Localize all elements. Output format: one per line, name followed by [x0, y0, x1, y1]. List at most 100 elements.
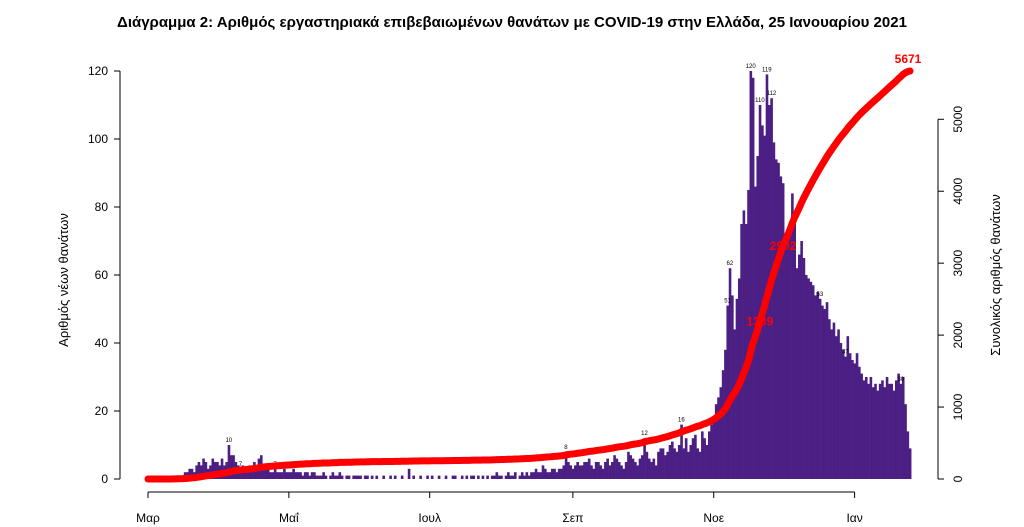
bar [749, 71, 753, 479]
bar [624, 462, 628, 479]
bar [211, 458, 215, 479]
x-axis-tick-label: Σεπ [562, 511, 583, 525]
right-axis-tick-label: 2000 [951, 321, 965, 348]
bar [382, 475, 385, 479]
bar [858, 366, 861, 479]
bar [331, 472, 335, 479]
right-axis-tick-label: 1000 [951, 393, 965, 420]
bar [246, 472, 249, 479]
bar [712, 421, 716, 479]
bar [610, 462, 614, 479]
bar [523, 475, 526, 479]
bar [798, 254, 801, 479]
bar [881, 380, 884, 479]
bar [717, 397, 720, 479]
bar [530, 472, 533, 479]
bar [571, 468, 575, 479]
bar [352, 475, 355, 479]
bar [804, 275, 808, 479]
left-y-axis: 0 20 40 60 80 100 120 [88, 64, 121, 486]
bar [460, 475, 464, 479]
bar [740, 224, 743, 479]
bar [867, 383, 870, 479]
bar [280, 472, 284, 479]
right-axis-tick-label: 4000 [951, 178, 965, 205]
bar [232, 455, 235, 479]
bar-value-label: 16 [678, 418, 685, 424]
bar [724, 349, 727, 479]
bar [675, 451, 679, 479]
bar [908, 448, 912, 479]
bar [811, 285, 815, 479]
bar [481, 475, 485, 479]
bar [643, 438, 646, 479]
bar [696, 448, 700, 479]
bar [834, 336, 838, 479]
bar [576, 462, 579, 479]
bar [899, 383, 903, 479]
x-axis-tick-label: Μαρ [136, 511, 160, 525]
bar [534, 468, 538, 479]
bar [574, 465, 577, 479]
bar [500, 475, 503, 479]
bar [569, 465, 573, 479]
bar [864, 377, 868, 479]
bar [560, 468, 563, 479]
cumulative-deaths-line [144, 67, 914, 483]
bar [472, 475, 476, 479]
bar [592, 468, 596, 479]
bar-value-label: 119 [762, 67, 772, 73]
bar [809, 281, 813, 479]
bar [906, 431, 910, 479]
bar [747, 190, 750, 479]
bar [580, 465, 584, 479]
cumulative-value-labels: 1389 2902 5671 [747, 52, 922, 328]
bar [276, 472, 279, 479]
bar [878, 383, 882, 479]
bar [366, 475, 369, 479]
bar [793, 220, 796, 479]
bar [310, 472, 314, 479]
bar [197, 462, 201, 479]
bar [322, 472, 325, 479]
bar [444, 475, 448, 479]
bar [613, 455, 616, 479]
bar [541, 465, 545, 479]
bar [650, 462, 653, 479]
bar [788, 224, 792, 479]
bar [821, 305, 824, 479]
left-axis-tick-label: 0 [101, 472, 108, 486]
bar [714, 404, 718, 479]
bar [548, 472, 552, 479]
bar [682, 448, 686, 479]
bar [631, 458, 635, 479]
bar [726, 305, 730, 479]
bar [292, 468, 295, 479]
bar [511, 475, 515, 479]
bar [781, 183, 785, 479]
bar [354, 475, 358, 479]
cumulative-line [144, 67, 914, 483]
bar [719, 387, 723, 479]
bar [839, 343, 843, 479]
bar [765, 74, 769, 480]
bar [703, 438, 706, 479]
bar [520, 472, 524, 479]
left-axis-tick-label: 100 [88, 132, 108, 146]
x-axis-tick-label: Ιουλ [418, 511, 441, 525]
bar [640, 455, 644, 479]
bar [504, 475, 508, 479]
bar [874, 383, 877, 479]
left-axis-tick-label: 60 [95, 268, 109, 282]
bar [359, 475, 362, 479]
bar [830, 329, 833, 479]
bar [527, 475, 531, 479]
bar [329, 475, 332, 479]
bar [271, 472, 275, 479]
bar [668, 445, 672, 479]
cumulative-value-label: 5671 [895, 52, 922, 66]
bar [525, 472, 529, 479]
bar [278, 472, 282, 479]
bar [894, 380, 898, 479]
bar [622, 468, 626, 479]
